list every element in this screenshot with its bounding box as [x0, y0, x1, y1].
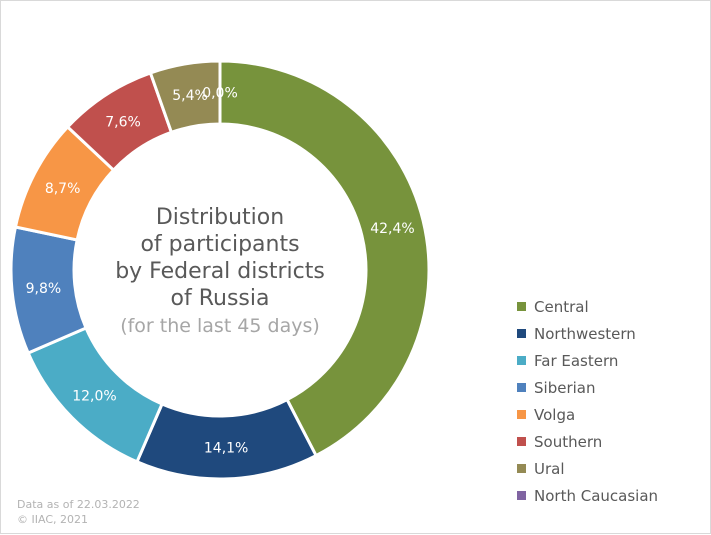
legend-item-north-caucasian: North Caucasian [517, 482, 658, 509]
legend-swatch-siberian [517, 383, 526, 392]
legend-swatch-southern [517, 437, 526, 446]
legend-swatch-ural [517, 464, 526, 473]
chart-subtitle: (for the last 45 days) [120, 315, 320, 337]
legend-label-far-eastern: Far Eastern [534, 351, 619, 370]
data-label-ural: 5,4% [172, 88, 208, 104]
legend-item-siberian: Siberian [517, 374, 658, 401]
legend-item-northwestern: Northwestern [517, 320, 658, 347]
title-line-1: Distribution [155, 205, 285, 230]
chart-title: Distribution of participants by Federal … [99, 204, 341, 340]
legend-swatch-north-caucasian [517, 491, 526, 500]
data-label-siberian: 9,8% [26, 281, 62, 297]
legend-swatch-volga [517, 410, 526, 419]
legend-item-central: Central [517, 293, 658, 320]
footer: Data as of 22.03.2022 © IIAC, 2021 [17, 497, 140, 527]
data-label-central: 42,4% [370, 221, 414, 237]
slice-ural [148, 59, 222, 135]
data-label-southern: 7,6% [105, 114, 141, 130]
legend-item-far-eastern: Far Eastern [517, 347, 658, 374]
legend-label-ural: Ural [534, 459, 565, 478]
legend-swatch-central [517, 302, 526, 311]
title-line-3: by Federal districts [115, 259, 325, 284]
legend-item-southern: Southern [517, 428, 658, 455]
legend: Central Northwestern Far Eastern Siberian Vo… [517, 293, 658, 509]
legend-swatch-northwestern [517, 329, 526, 338]
data-date: Data as of 22.03.2022 [17, 498, 140, 511]
legend-label-siberian: Siberian [534, 378, 596, 397]
data-label-far-eastern: 12,0% [72, 389, 116, 405]
slice-central [218, 59, 431, 458]
legend-label-central: Central [534, 297, 589, 316]
legend-label-north-caucasian: North Caucasian [534, 486, 659, 505]
copyright: © IIAC, 2021 [17, 513, 88, 526]
legend-item-volga: Volga [517, 401, 658, 428]
title-line-4: of Russia [170, 286, 270, 311]
data-label-northwestern: 14,1% [204, 440, 248, 456]
title-line-2: of participants [140, 232, 300, 257]
legend-swatch-far-eastern [517, 356, 526, 365]
legend-label-northwestern: Northwestern [534, 324, 636, 343]
legend-item-ural: Ural [517, 455, 658, 482]
legend-label-southern: Southern [534, 432, 603, 451]
legend-label-volga: Volga [534, 405, 576, 424]
data-label-volga: 8,7% [45, 181, 81, 197]
slice-northwestern [135, 397, 319, 481]
data-label-north-caucasian: 0,0% [202, 86, 238, 102]
